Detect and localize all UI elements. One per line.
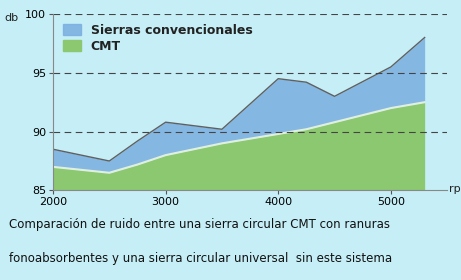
Legend: Sierras convencionales, CMT: Sierras convencionales, CMT	[58, 19, 257, 58]
Text: fonoabsorbentes y una sierra circular universal  sin este sistema: fonoabsorbentes y una sierra circular un…	[9, 252, 392, 265]
Text: rpm: rpm	[449, 184, 461, 194]
Text: Comparación de ruido entre una sierra circular CMT con ranuras: Comparación de ruido entre una sierra ci…	[9, 218, 390, 231]
Text: db: db	[5, 13, 19, 23]
